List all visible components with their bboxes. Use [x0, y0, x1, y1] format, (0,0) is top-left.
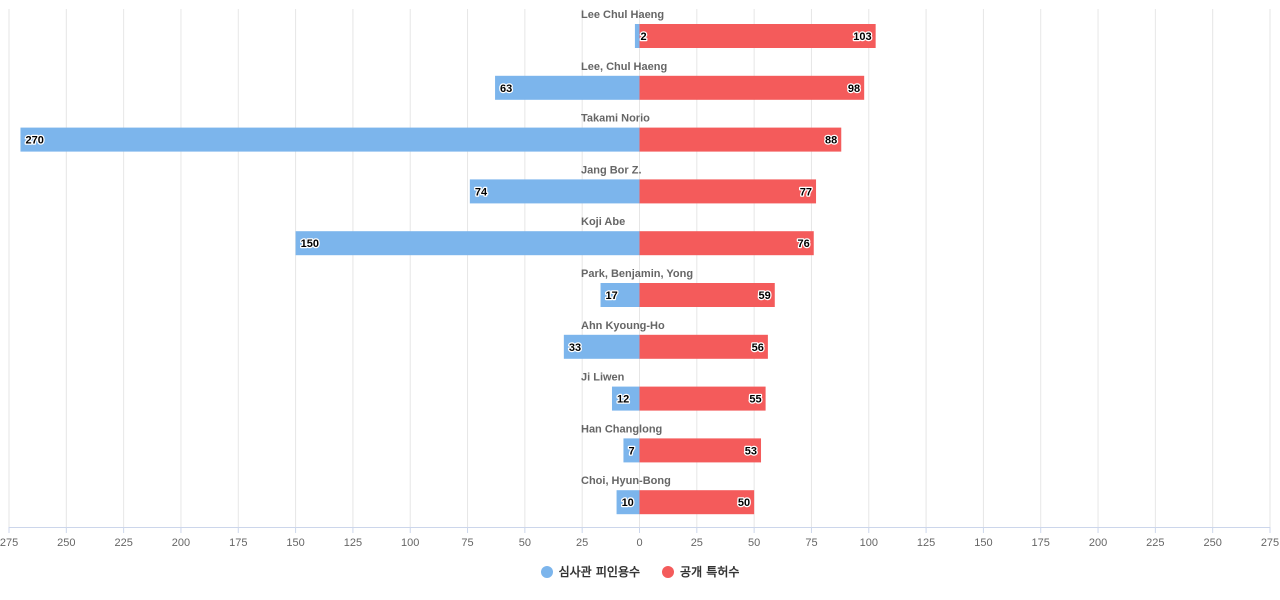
data-label-patents: 50	[738, 497, 750, 509]
legend-marker-patents	[662, 565, 675, 578]
x-tick-label: 250	[1204, 537, 1222, 549]
x-tick-label: 50	[748, 537, 760, 549]
bar-citations	[469, 179, 640, 204]
x-tick-label: 100	[860, 537, 878, 549]
x-tick-label: 225	[114, 537, 132, 549]
data-label-citations: 150	[301, 238, 319, 250]
data-label-patents: 56	[752, 342, 764, 354]
chart-svg: 275 250 225 200 175 150 125 100 75 50 25 0 25 50 75 100…	[0, 9, 1279, 549]
legend-item-citations[interactable]: 심사관 피인용수	[540, 563, 641, 580]
x-tick-label: 75	[461, 537, 473, 549]
data-label-citations: 17	[606, 290, 618, 302]
x-tick-label: 150	[286, 537, 304, 549]
data-label-patents: 103	[853, 31, 871, 43]
bar-patents	[639, 75, 865, 100]
data-label-citations: 7	[628, 445, 634, 457]
x-tick-label: 175	[1032, 537, 1050, 549]
category-label: Jang Bor Z.	[581, 164, 642, 176]
legend-label-patents: 공개 특허수	[680, 565, 740, 579]
legend-marker-citations	[540, 565, 553, 578]
category-label: Lee, Chul Haeng	[581, 61, 667, 73]
data-label-citations: 10	[622, 497, 634, 509]
bar-patents	[639, 490, 755, 515]
category-label: Park, Benjamin, Yong	[581, 268, 693, 280]
data-label-citations: 270	[25, 135, 43, 147]
bar-citations	[623, 438, 640, 463]
x-tick-label: 0	[636, 537, 642, 549]
bar-patents	[639, 386, 766, 411]
legend: 심사관 피인용수 공개 특허수	[0, 563, 1280, 580]
x-tick-label: 250	[57, 537, 75, 549]
x-tick-label: 200	[1089, 537, 1107, 549]
x-tick-label: 125	[917, 537, 935, 549]
category-label: Takami Norio	[581, 113, 650, 125]
bar-citations	[563, 334, 640, 359]
bar-patents	[639, 438, 762, 463]
data-label-patents: 77	[800, 186, 812, 198]
bar-patents	[639, 283, 775, 307]
x-tick-label: 275	[1261, 537, 1279, 549]
bar-patents	[639, 179, 817, 204]
data-label-patents: 53	[745, 445, 757, 457]
bar-citations	[611, 386, 640, 411]
bar-citations	[616, 490, 640, 515]
category-label: Ahn Kyoung-Ho	[581, 320, 665, 332]
category-label: Choi, Hyun-Bong	[581, 475, 671, 487]
legend-item-patents[interactable]: 공개 특허수	[662, 563, 739, 580]
category-label: Lee Chul Haeng	[581, 9, 664, 21]
x-tick-label: 125	[344, 537, 362, 549]
x-tick-label: 25	[576, 537, 588, 549]
bar-citations	[600, 283, 640, 307]
x-tick-label: 275	[0, 537, 18, 549]
data-label-citations: 74	[475, 186, 488, 198]
bar-citations	[495, 75, 640, 100]
data-label-patents: 88	[825, 135, 837, 147]
data-label-citations: 33	[569, 342, 581, 354]
legend-label-citations: 심사관 피인용수	[558, 565, 641, 579]
data-label-citations: 2	[641, 31, 647, 43]
data-label-patents: 59	[759, 290, 771, 302]
data-label-patents: 76	[797, 238, 809, 250]
data-label-citations: 12	[617, 394, 629, 406]
x-tick-label: 200	[172, 537, 190, 549]
category-label: Han Changlong	[581, 423, 662, 435]
bar-citations	[295, 231, 640, 256]
x-tick-label: 100	[401, 537, 419, 549]
data-label-citations: 63	[500, 83, 512, 95]
data-label-patents: 55	[749, 394, 761, 406]
x-tick-label: 50	[519, 537, 531, 549]
x-tick-label: 75	[805, 537, 817, 549]
bar-patents	[639, 24, 876, 48]
bar-citations	[20, 127, 640, 152]
bar-patents	[639, 231, 814, 256]
bar-citations	[634, 24, 640, 48]
bar-patents	[639, 127, 842, 152]
x-tick-label: 25	[691, 537, 703, 549]
category-label: Koji Abe	[581, 216, 625, 228]
x-tick-label: 150	[974, 537, 992, 549]
category-label: Ji Liwen	[581, 372, 625, 384]
x-tick-label: 225	[1146, 537, 1164, 549]
data-label-patents: 98	[848, 83, 860, 95]
x-tick-label: 175	[229, 537, 247, 549]
bar-patents	[639, 334, 768, 359]
